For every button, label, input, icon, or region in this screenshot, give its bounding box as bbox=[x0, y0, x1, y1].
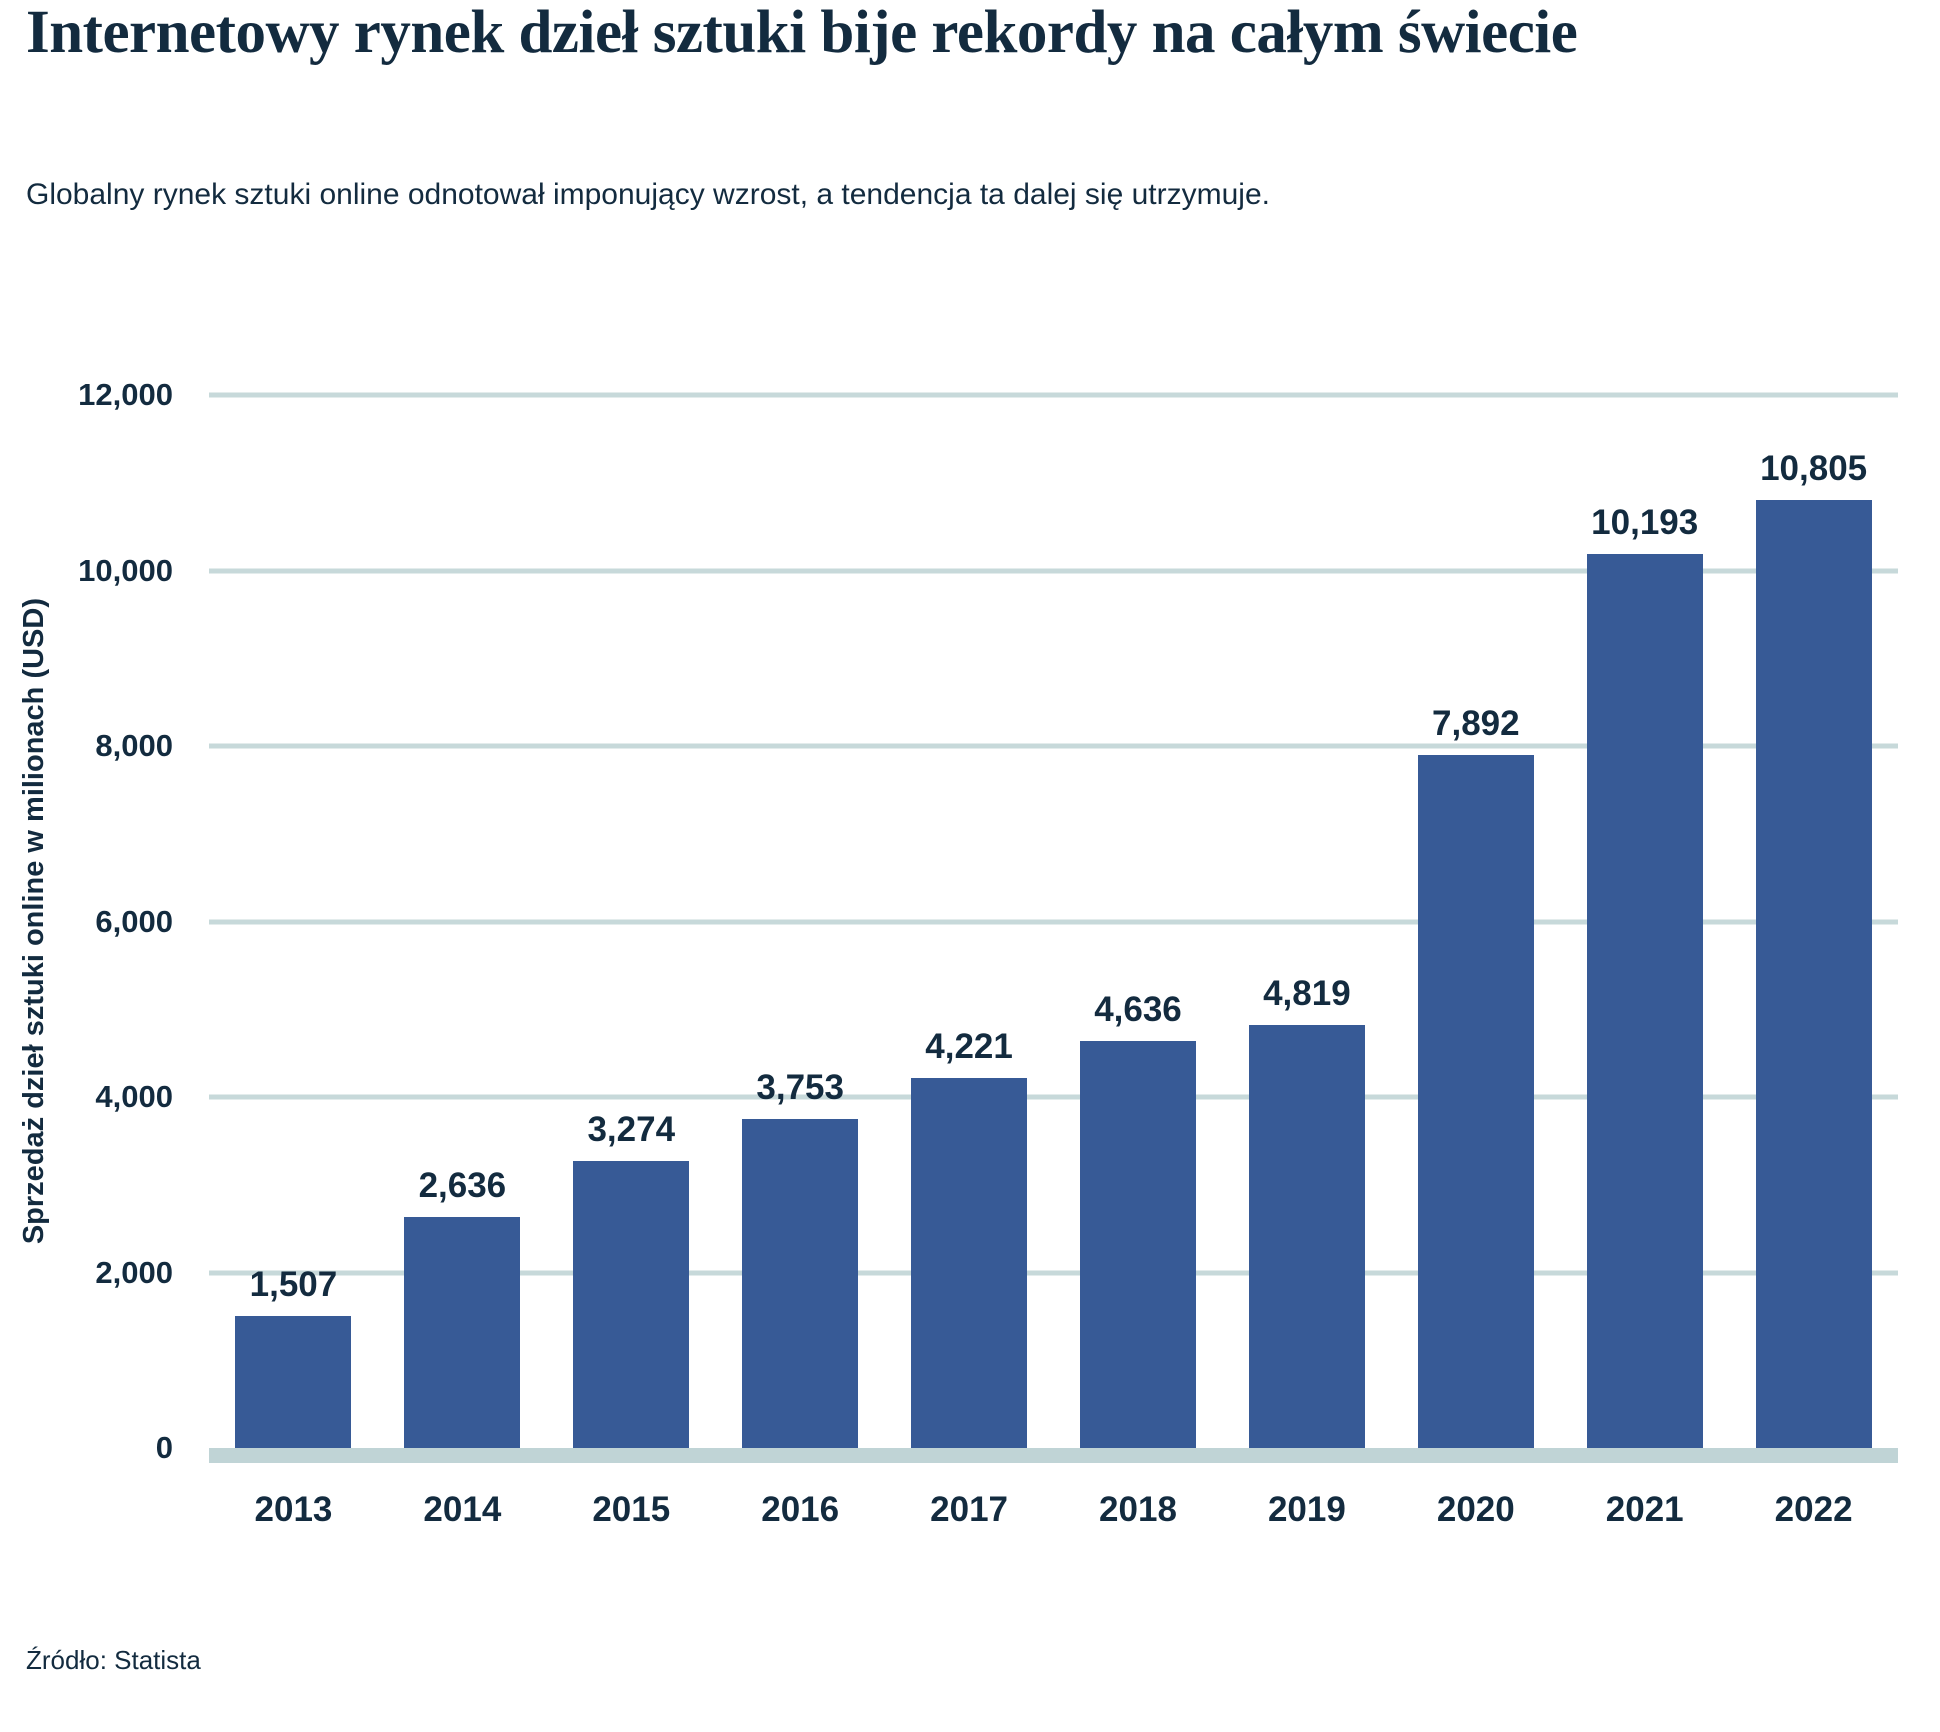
bar bbox=[1586, 553, 1703, 1448]
gridline bbox=[209, 392, 1898, 398]
x-tick-label: 2019 bbox=[1267, 1490, 1346, 1529]
gridline bbox=[209, 919, 1898, 924]
gridline bbox=[209, 568, 1898, 573]
page-title: Internetowy rynek dzieł sztuki bije reko… bbox=[26, 0, 1578, 66]
y-axis-title-text: Sprzedaż dzieł sztuki online w milionach… bbox=[17, 598, 50, 1245]
bar-value-label: 4,636 bbox=[1094, 990, 1182, 1030]
bar-group: 2,636 2014 bbox=[378, 395, 547, 1529]
y-axis-title: Sprzedaż dzieł sztuki online w milionach… bbox=[12, 395, 56, 1448]
y-tick-label: 6,000 bbox=[95, 903, 173, 939]
bar-group: 10,193 2021 bbox=[1560, 395, 1729, 1529]
source-note: Źródło: Statista bbox=[26, 1645, 201, 1675]
x-tick-label: 2021 bbox=[1605, 1490, 1684, 1529]
bar-value-label: 10,805 bbox=[1760, 448, 1868, 488]
x-tick-label: 2020 bbox=[1436, 1490, 1515, 1529]
gridline bbox=[209, 1270, 1898, 1275]
bar bbox=[742, 1118, 859, 1448]
bar-group: 4,221 2017 bbox=[885, 395, 1054, 1529]
bars-layer: 1,507 2013 2,636 2014 3,274 2015 3,753 2016 4,22… bbox=[209, 395, 1898, 1529]
y-tick-label: 10,000 bbox=[78, 552, 173, 588]
y-tick-label: 0 bbox=[155, 1430, 173, 1465]
x-tick-label: 2022 bbox=[1774, 1490, 1853, 1529]
bar bbox=[573, 1160, 690, 1448]
bar bbox=[911, 1077, 1028, 1448]
y-tick-label: 12,000 bbox=[78, 377, 173, 412]
bar-group: 3,274 2015 bbox=[547, 395, 716, 1529]
page-subtitle: Globalny rynek sztuki online odnotował i… bbox=[26, 178, 1270, 211]
bar bbox=[1755, 499, 1872, 1448]
y-tick-label: 2,000 bbox=[95, 1254, 173, 1290]
x-tick-label: 2016 bbox=[761, 1490, 840, 1529]
bar-value-label: 10,193 bbox=[1591, 502, 1699, 542]
bar-value-label: 4,819 bbox=[1263, 974, 1351, 1014]
bar bbox=[235, 1315, 352, 1448]
plot-area: 0 2,000 4,000 6,000 8,000 10,000 12,000 1,507 2… bbox=[78, 377, 1898, 1529]
bar-value-label: 1,507 bbox=[249, 1264, 338, 1304]
bar-group: 4,819 2019 bbox=[1222, 395, 1391, 1529]
x-axis-baseline bbox=[209, 1448, 1898, 1463]
y-tick-label: 8,000 bbox=[95, 728, 173, 763]
bar-group: 4,636 2018 bbox=[1054, 395, 1223, 1529]
bar-value-label: 4,221 bbox=[925, 1026, 1013, 1066]
bar bbox=[404, 1216, 521, 1448]
gridline bbox=[209, 743, 1898, 749]
bar-value-label: 3,753 bbox=[756, 1067, 844, 1107]
x-tick-label: 2018 bbox=[1099, 1490, 1177, 1529]
bar bbox=[1079, 1041, 1196, 1448]
x-tick-label: 2017 bbox=[930, 1490, 1009, 1529]
gridline bbox=[209, 1094, 1898, 1100]
bar bbox=[1248, 1025, 1365, 1448]
bar-group: 7,892 2020 bbox=[1391, 395, 1560, 1529]
bar-group: 10,805 2022 bbox=[1729, 395, 1898, 1529]
x-tick-label: 2013 bbox=[254, 1490, 333, 1529]
y-tick-label: 4,000 bbox=[95, 1079, 173, 1114]
bar-value-label: 7,892 bbox=[1432, 704, 1520, 744]
x-tick-label: 2014 bbox=[423, 1490, 502, 1529]
bar-group: 1,507 2013 bbox=[209, 395, 378, 1529]
bar-value-label: 3,274 bbox=[587, 1109, 676, 1149]
bar-value-label: 2,636 bbox=[418, 1165, 507, 1205]
bar-group: 3,753 2016 bbox=[716, 395, 885, 1529]
bar bbox=[1417, 755, 1534, 1448]
x-tick-label: 2015 bbox=[592, 1490, 671, 1529]
